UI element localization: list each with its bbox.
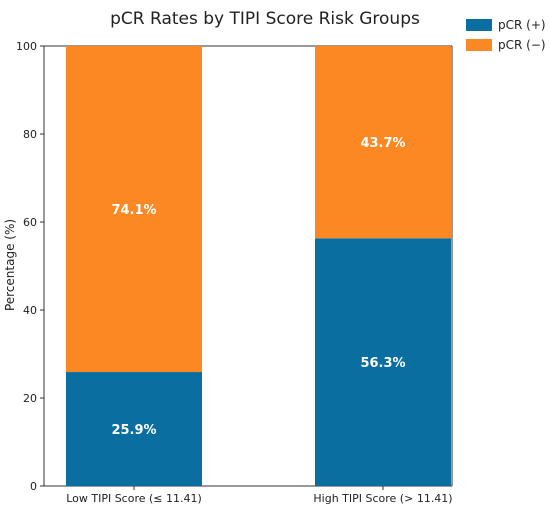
x-tick-label: High TIPI Score (> 11.41) <box>313 492 452 505</box>
legend: pCR (+) pCR (−) <box>466 18 546 52</box>
bar-pcr-negative-low <box>66 46 202 373</box>
x-tick-label: Low TIPI Score (≤ 11.41) <box>66 492 202 505</box>
y-tick-label: 80 <box>23 128 37 141</box>
y-tick-label: 20 <box>23 392 37 405</box>
legend-entry: pCR (+) <box>498 18 546 32</box>
y-tick-label: 100 <box>16 40 37 53</box>
bar-pcr-negative-high <box>315 46 451 239</box>
y-axis-label: Percentage (%) <box>3 219 17 311</box>
bar-pcr-positive-high <box>315 238 451 486</box>
legend-swatch <box>466 19 492 31</box>
bar-value-label: 74.1% <box>111 203 156 218</box>
bar-value-label: 43.7% <box>360 136 405 151</box>
chart-title: pCR Rates by TIPI Score Risk Groups <box>110 9 420 29</box>
bar-value-label: 56.3% <box>360 356 405 371</box>
legend-entry: pCR (−) <box>498 38 546 52</box>
bar-pcr-positive-low <box>66 372 202 486</box>
bars: 25.9% 74.1% 56.3% 43.7% <box>66 46 451 486</box>
y-tick-label: 0 <box>30 480 37 493</box>
legend-swatch <box>466 39 492 51</box>
bar-value-label: 25.9% <box>111 423 156 438</box>
y-tick-label: 40 <box>23 304 37 317</box>
y-tick-label: 60 <box>23 216 37 229</box>
